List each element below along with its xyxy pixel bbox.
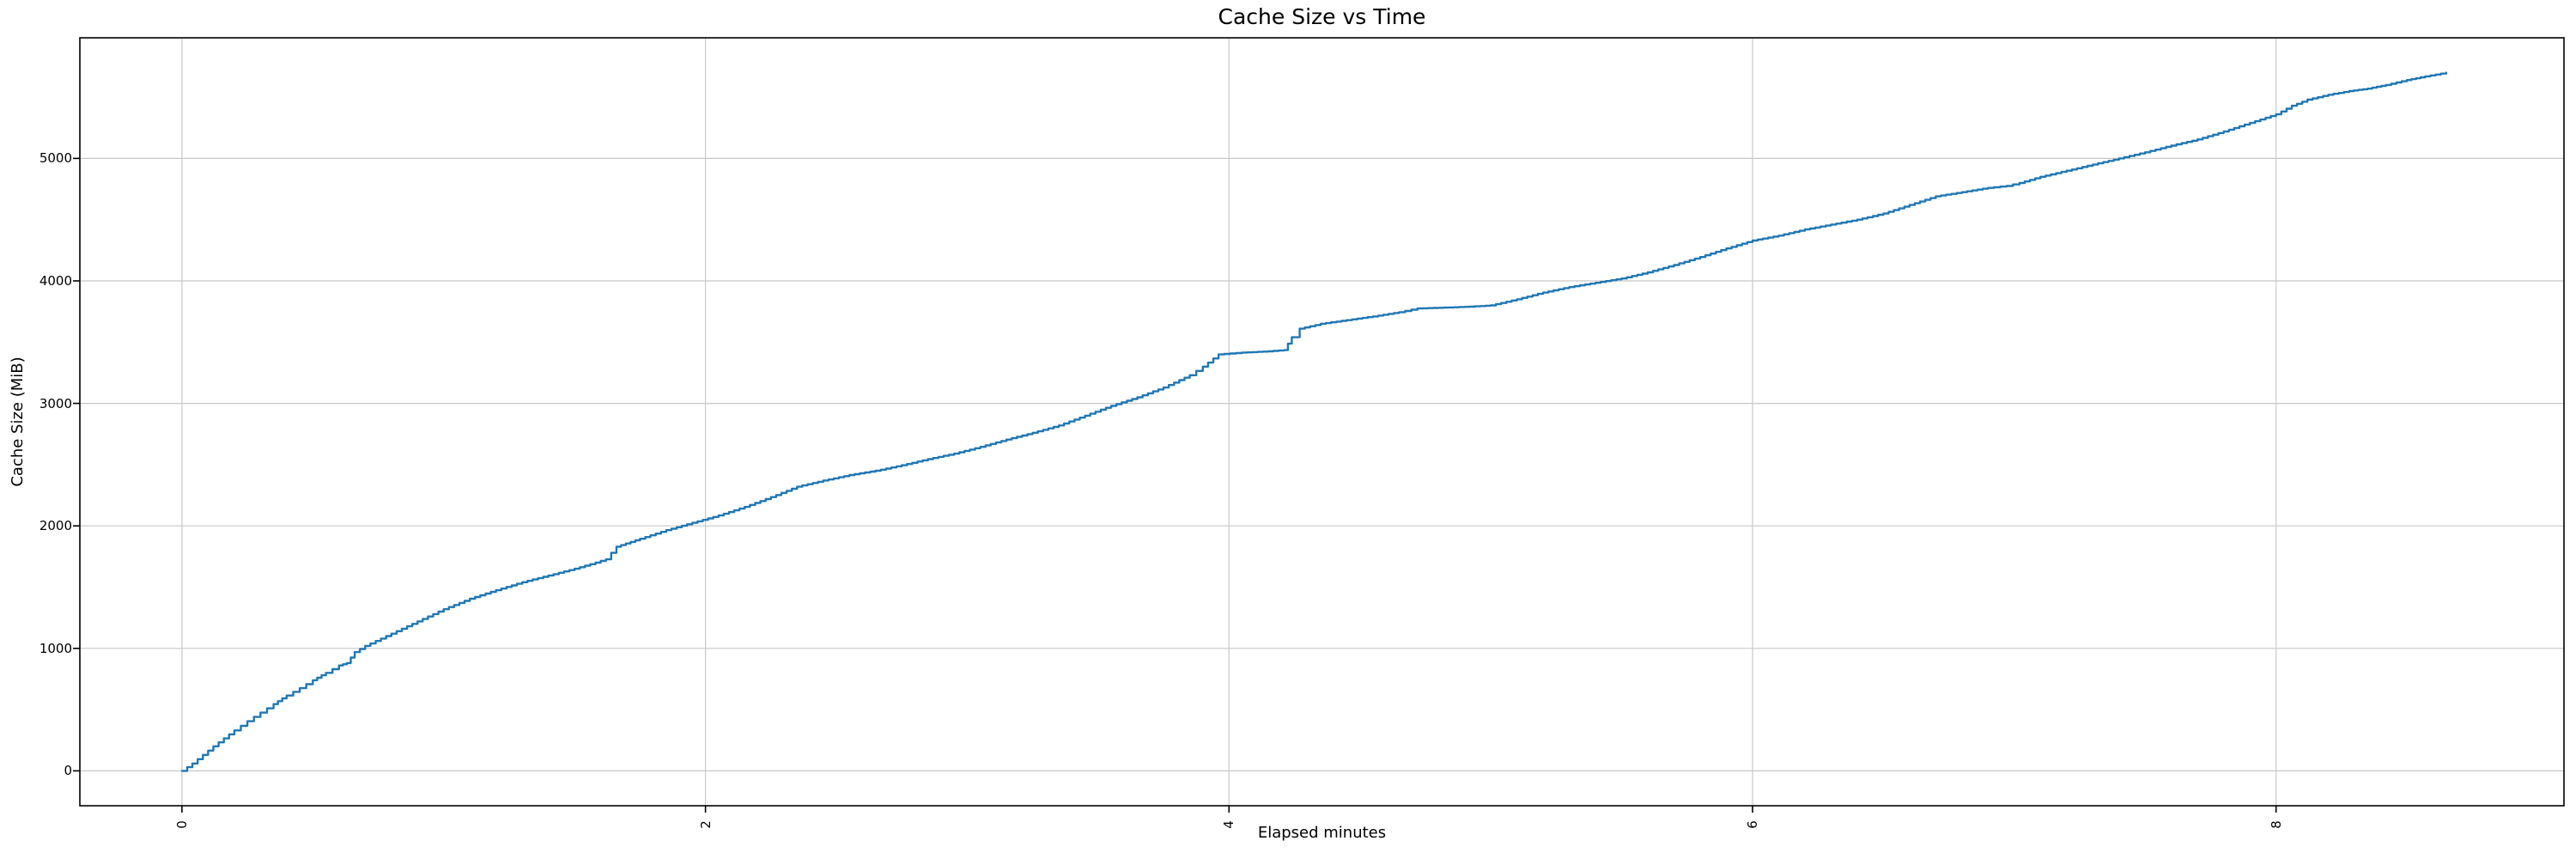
x-tick-label: 4 (1221, 820, 1237, 829)
series-line-cache-size (180, 71, 2447, 772)
x-tick-label: 6 (1744, 820, 1760, 829)
x-axis-label: Elapsed minutes (1257, 824, 1387, 842)
y-tick-label: 3000 (39, 395, 72, 411)
y-tick-label: 1000 (39, 640, 72, 656)
y-tick-label: 5000 (39, 150, 72, 167)
x-tick-label: 8 (2268, 820, 2284, 829)
x-tick-label: 2 (697, 820, 714, 829)
x-tick-label: 0 (173, 820, 190, 829)
chart-title: Cache Size vs Time (1218, 4, 1426, 29)
y-tick-label: 0 (64, 763, 72, 779)
y-tick-label: 4000 (39, 273, 72, 289)
axes-spines (79, 37, 2565, 807)
y-tick-label: 2000 (39, 518, 72, 534)
y-axis-label: Cache Size (MiB) (9, 356, 27, 487)
